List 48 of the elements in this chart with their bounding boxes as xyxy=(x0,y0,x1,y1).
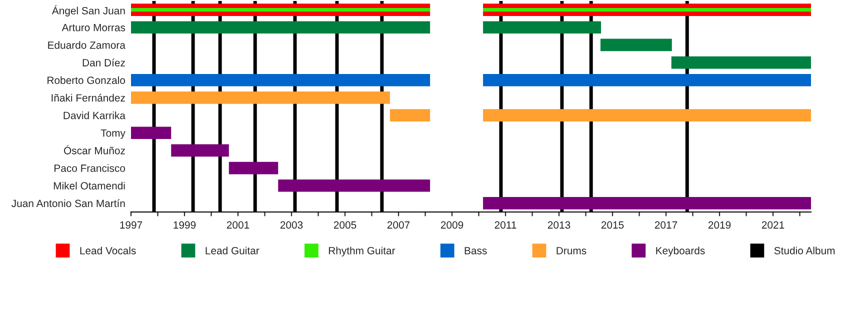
x-tick-label: 1997 xyxy=(120,221,142,229)
bar xyxy=(278,179,430,192)
x-tick-label: 1999 xyxy=(174,221,196,229)
bar xyxy=(171,144,229,157)
x-tick-label: 2011 xyxy=(494,221,516,229)
bar xyxy=(228,162,278,174)
bar xyxy=(483,8,811,12)
bar xyxy=(131,92,390,104)
bar xyxy=(483,74,811,86)
bar xyxy=(600,38,672,52)
legend-label: Lead Guitar xyxy=(206,246,260,254)
y-tick-label: Juan Antonio San Martín xyxy=(12,199,125,208)
y-tick-label: David Karrika xyxy=(64,112,126,120)
bar xyxy=(131,8,430,12)
y-tick-label: Dan Díez xyxy=(82,58,125,66)
x-tick-label: 2001 xyxy=(226,221,250,229)
x-tick-label: 2015 xyxy=(601,221,624,229)
x-tick-label: 2013 xyxy=(548,221,570,229)
bar xyxy=(671,56,811,69)
x-tick-label: 2005 xyxy=(334,221,356,229)
legend-label: Lead Vocals xyxy=(80,246,136,254)
y-tick-label: Eduardo Zamora xyxy=(48,41,126,49)
bar xyxy=(483,21,602,34)
y-tick-label: Tomy xyxy=(100,129,126,139)
bar xyxy=(131,21,430,34)
x-tick-label: 2003 xyxy=(280,221,303,229)
y-tick-label: Paco Francisco xyxy=(54,164,126,172)
legend-label: Drums xyxy=(556,247,586,254)
y-tick-label: Roberto Gonzalo xyxy=(48,76,126,84)
legend-label: Rhythm Guitar xyxy=(328,246,396,256)
y-tick-label: Mikel Otamendi xyxy=(54,182,125,190)
x-tick-label: 2007 xyxy=(387,221,410,229)
bar xyxy=(131,126,172,140)
bar xyxy=(131,74,430,86)
legend-label: Studio Album xyxy=(774,246,835,254)
x-tick-label: 2019 xyxy=(708,221,731,229)
bar xyxy=(483,197,811,210)
y-tick-label: Óscar Muñoz xyxy=(64,145,125,154)
bar xyxy=(483,109,811,122)
y-tick-label: Iñaki Fernández xyxy=(52,94,125,102)
legend-label: Keyboards xyxy=(656,246,705,256)
y-tick-label: Arturo Morras xyxy=(62,24,126,32)
x-tick-label: 2017 xyxy=(654,221,678,229)
legend-label: Bass xyxy=(464,247,487,254)
y-tick-label: Ángel San Juan xyxy=(52,5,125,16)
bar xyxy=(390,109,430,122)
x-tick-label: 2021 xyxy=(762,221,784,229)
x-tick-label: 2009 xyxy=(440,221,464,229)
